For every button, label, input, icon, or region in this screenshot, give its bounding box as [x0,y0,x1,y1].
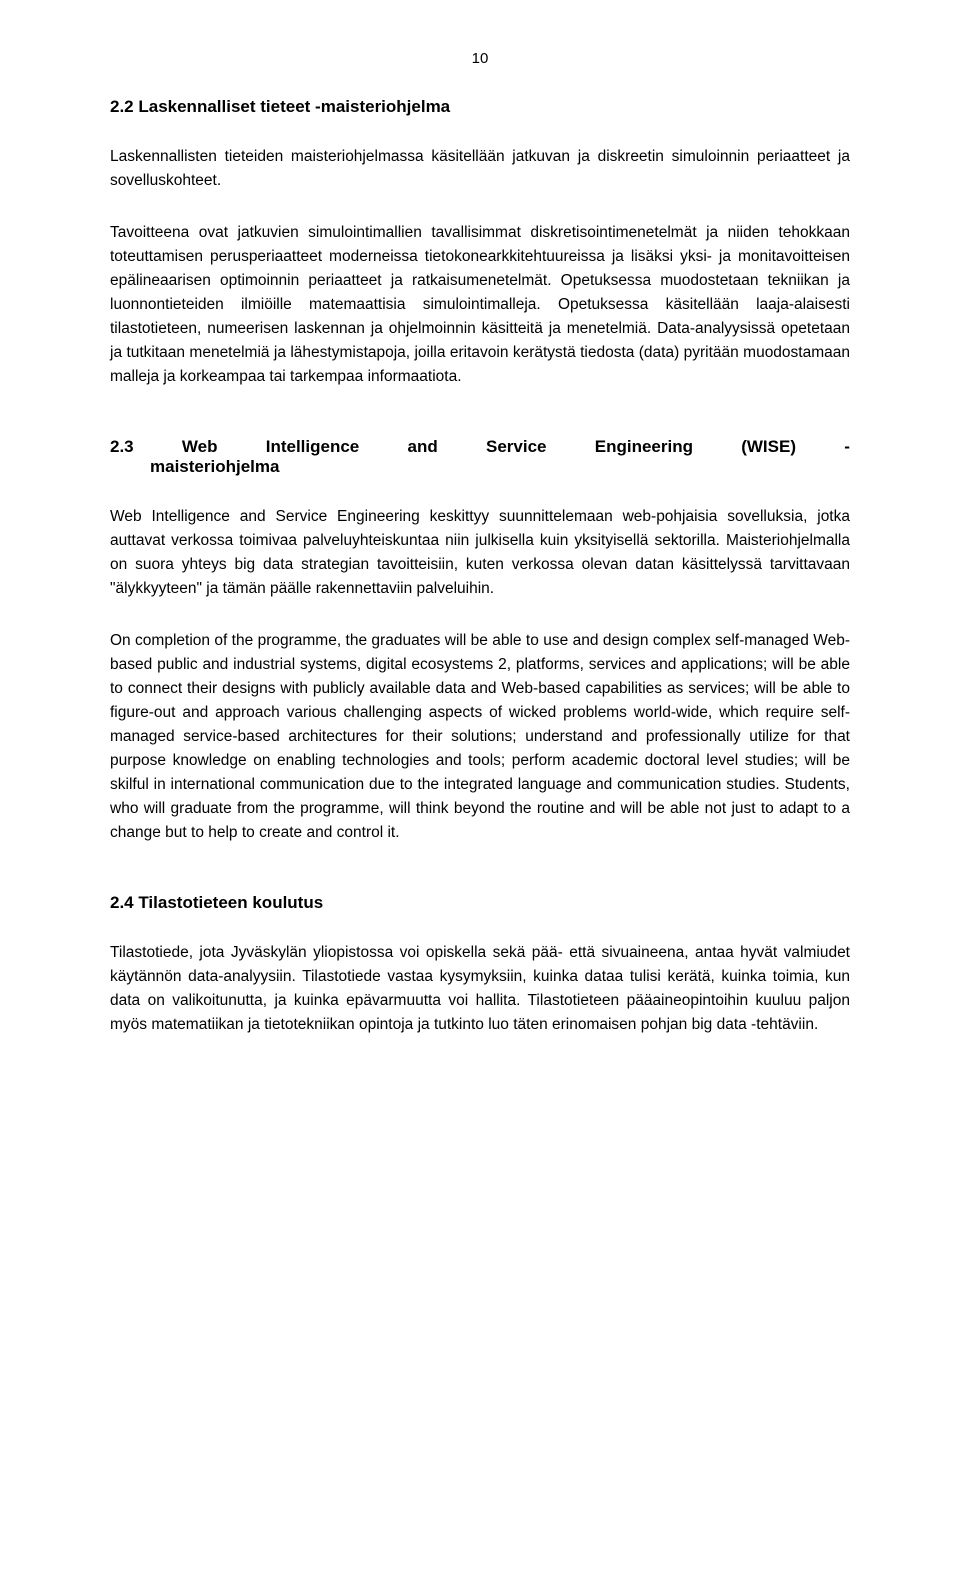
section-2-2-heading: 2.2 Laskennalliset tieteet -maisteriohje… [110,97,850,117]
heading-word: - [844,437,850,457]
section-2-2-paragraph-2: Tavoitteena ovat jatkuvien simulointimal… [110,221,850,389]
heading-word: Intelligence [266,437,360,457]
heading-line-2: maisteriohjelma [110,457,279,477]
heading-word: Engineering [595,437,693,457]
document-page: 10 2.2 Laskennalliset tieteet -maisterio… [0,0,960,1125]
section-2-3-heading: 2.3 Web Intelligence and Service Enginee… [110,437,850,477]
section-2-3-paragraph-2: On completion of the programme, the grad… [110,629,850,845]
heading-word: and [408,437,438,457]
heading-word: Service [486,437,547,457]
heading-word: Web [182,437,218,457]
section-2-4-paragraph-1: Tilastotiede, jota Jyväskylän yliopistos… [110,941,850,1037]
section-2-4-heading: 2.4 Tilastotieteen koulutus [110,893,850,913]
heading-num: 2.3 [110,437,134,457]
section-2-3-paragraph-1: Web Intelligence and Service Engineering… [110,505,850,601]
section-2-2-paragraph-1: Laskennallisten tieteiden maisteriohjelm… [110,145,850,193]
heading-word: (WISE) [741,437,796,457]
page-number: 10 [110,50,850,67]
